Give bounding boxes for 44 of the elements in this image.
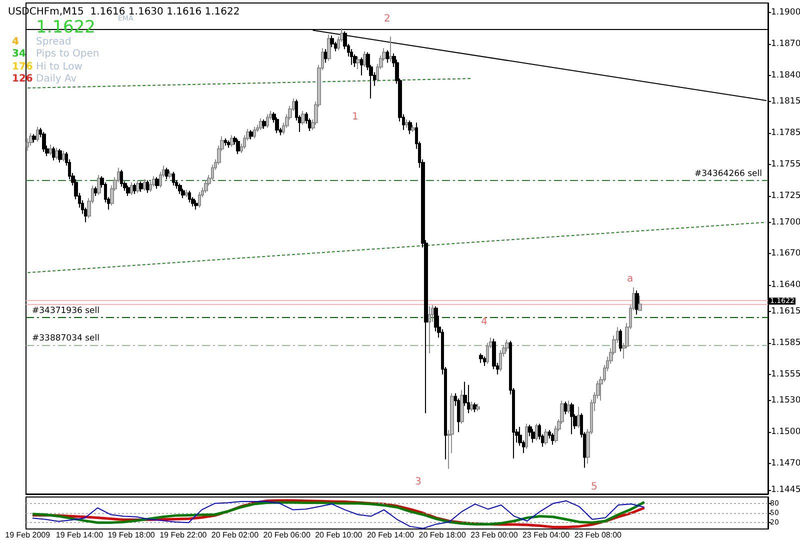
- x-tick-label: 19 Feb 14:00: [56, 530, 104, 540]
- y-tick-label: 1.1870: [771, 38, 800, 49]
- y-tick-label: 1.1585: [771, 338, 800, 348]
- y-tick-label: 1.1670: [771, 248, 800, 259]
- y-tick-label: 1.1725: [771, 191, 800, 202]
- y-tick-label: 1.1900: [771, 7, 800, 18]
- y-tick-label: 1.1530: [771, 396, 800, 406]
- y-tick-label: 1.1470: [771, 458, 800, 469]
- y-tick-label: 1.1840: [771, 70, 800, 80]
- annotation: Hi to Low: [36, 62, 82, 72]
- x-tick-label: 19 Feb 18:00: [108, 530, 156, 540]
- annotation: Daily Av: [36, 74, 77, 84]
- y-tick-label: 1.1755: [771, 160, 800, 170]
- text: 4: [12, 36, 19, 48]
- x-tick-label: 19 Feb 22:00: [160, 530, 208, 540]
- annotation: 3: [415, 476, 422, 488]
- y-tick-label: 1.1640: [771, 280, 800, 290]
- text: 34: [12, 48, 26, 60]
- annotation: 2: [384, 14, 390, 24]
- x-tick-label: 19 Feb 2009: [5, 530, 51, 540]
- y-tick-label: 1.1700: [771, 217, 800, 228]
- annotation: Spread: [36, 36, 72, 48]
- x-tick-label: 23 Feb 08:00: [574, 530, 622, 540]
- x-tick-label: 20 Feb 10:00: [315, 530, 363, 540]
- annotation: Pips to Open: [36, 48, 100, 60]
- annotation: 5: [591, 482, 598, 492]
- ref-line-label: #34364266 sell: [694, 168, 762, 179]
- y-tick-label: 1.1615: [771, 306, 800, 316]
- x-tick-label: 20 Feb 14:00: [366, 530, 415, 540]
- x-tick-label: 20 Feb 18:00: [418, 530, 466, 540]
- y-tick-label: 1.1555: [771, 369, 800, 380]
- ref-line-label: #33887034 sell: [32, 334, 100, 344]
- x-tick-label: 20 Feb 02:00: [211, 530, 260, 540]
- x-tick-label: 20 Feb 06:00: [263, 530, 311, 540]
- annotation: 1: [352, 112, 358, 122]
- annotation: 4: [481, 316, 488, 328]
- y-tick-label: 1.1500: [771, 427, 800, 438]
- x-tick-label: 23 Feb 04:00: [522, 530, 570, 540]
- y-tick-label: 1.1445: [771, 484, 800, 495]
- ref-line-label: #34371936 sell: [32, 306, 100, 316]
- y-tick-label: 1.1815: [771, 96, 800, 107]
- x-tick-label: 23 Feb 00:00: [470, 530, 518, 540]
- y-tick-label: 1.1785: [771, 128, 800, 138]
- annotation: a: [627, 274, 634, 284]
